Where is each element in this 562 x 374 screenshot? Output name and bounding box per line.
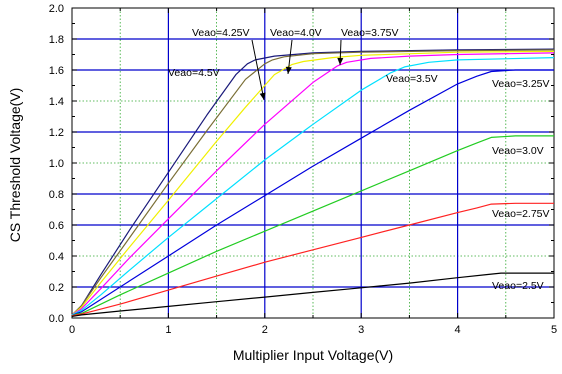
series-annotation: Veao=4.0V <box>270 27 322 39</box>
y-tick-label: 1.4 <box>49 96 64 108</box>
series-annotation: Veao=3.75V <box>341 27 399 39</box>
y-axis-title: CS Threshold Voltage(V) <box>7 88 23 243</box>
axis-ticks <box>71 7 555 319</box>
series-annotation: Veao=4.25V <box>192 27 250 39</box>
annotation-arrow <box>251 39 265 101</box>
series-line <box>71 57 555 316</box>
y-tick-label: 0.0 <box>49 313 64 325</box>
annotation-arrowhead <box>285 66 292 74</box>
series-annotation: Veao=3.25V <box>492 78 550 90</box>
series-annotations: Veao=4.5V Veao=4.25V Veao=4.0V Veao=3.75V Ve… <box>168 27 550 292</box>
y-tick-label: 0.8 <box>49 189 64 201</box>
series-line <box>71 69 554 317</box>
major-grid <box>72 8 554 318</box>
y-tick-label: 0.2 <box>49 282 64 294</box>
x-axis-title: Multiplier Input Voltage(V) <box>233 347 393 363</box>
series-line <box>71 202 554 317</box>
series-line <box>71 135 554 317</box>
y-tick-label: 1.8 <box>49 34 64 46</box>
y-tick-label: 0.4 <box>49 251 64 263</box>
minor-grid <box>72 8 554 318</box>
series-annotation: Veao=2.5V <box>492 280 544 292</box>
annotation-arrowhead <box>259 92 266 100</box>
annotation-arrows <box>251 39 344 101</box>
y-tick-label: 0.6 <box>49 220 64 232</box>
y-tick-label: 2.0 <box>49 3 64 15</box>
series-line <box>71 49 555 316</box>
y-tick-labels: 0.0 0.2 0.4 0.6 0.8 1.0 1.2 1.4 1.6 1.8 2.0 <box>49 3 64 325</box>
series-annotation: Veao=2.75V <box>492 208 550 220</box>
x-tick-label: 0 <box>69 324 75 336</box>
x-tick-label: 3 <box>358 324 364 336</box>
x-tick-label: 2 <box>262 324 268 336</box>
series-annotation: Veao=3.0V <box>492 145 544 157</box>
series-line <box>71 52 555 316</box>
series-annotation: Veao=4.5V <box>168 67 220 79</box>
annotation-arrowhead <box>337 57 344 65</box>
y-tick-label: 1.2 <box>49 127 64 139</box>
series-line <box>71 50 555 316</box>
y-tick-label: 1.0 <box>49 158 64 170</box>
x-tick-label: 5 <box>551 324 557 336</box>
x-tick-labels: 0 1 2 3 4 5 <box>69 324 557 336</box>
x-tick-label: 1 <box>165 324 171 336</box>
series-annotation: Veao=3.5V <box>386 73 438 85</box>
x-tick-label: 4 <box>455 324 461 336</box>
y-tick-label: 1.6 <box>49 65 64 77</box>
series-line <box>71 272 554 317</box>
series-lines <box>71 48 555 317</box>
